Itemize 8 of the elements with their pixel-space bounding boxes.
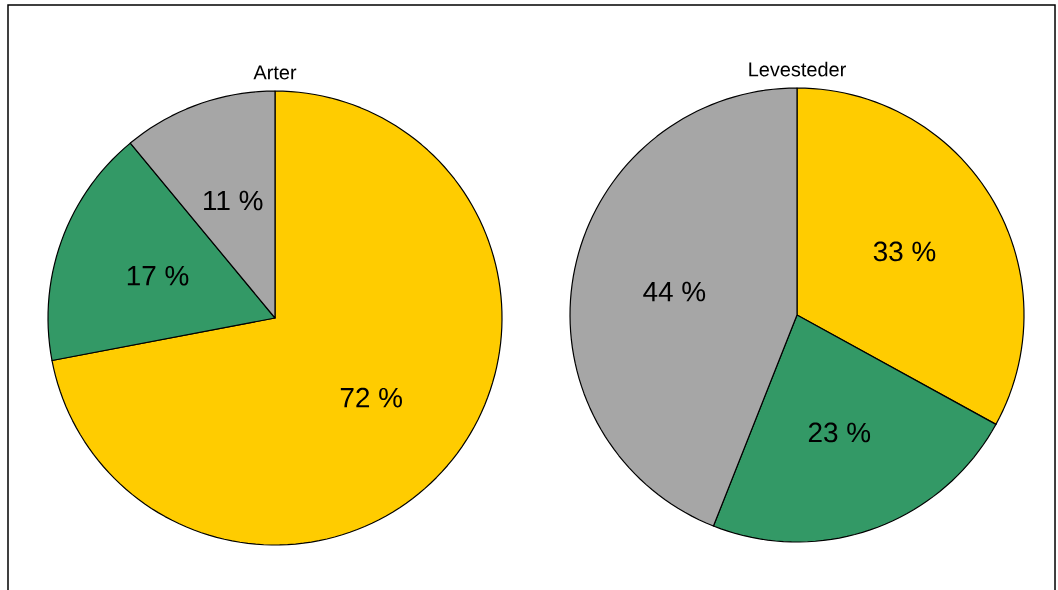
chart-title: Arter [253, 65, 297, 80]
chart-title: Levesteder [749, 61, 846, 77]
data-label: 11 % [204, 190, 263, 211]
data-label: 72 % [340, 387, 402, 408]
data-label: 23 % [808, 422, 871, 443]
data-label: 33 % [873, 241, 936, 262]
data-label: 17 % [127, 265, 189, 286]
data-label: 44 % [643, 281, 706, 302]
